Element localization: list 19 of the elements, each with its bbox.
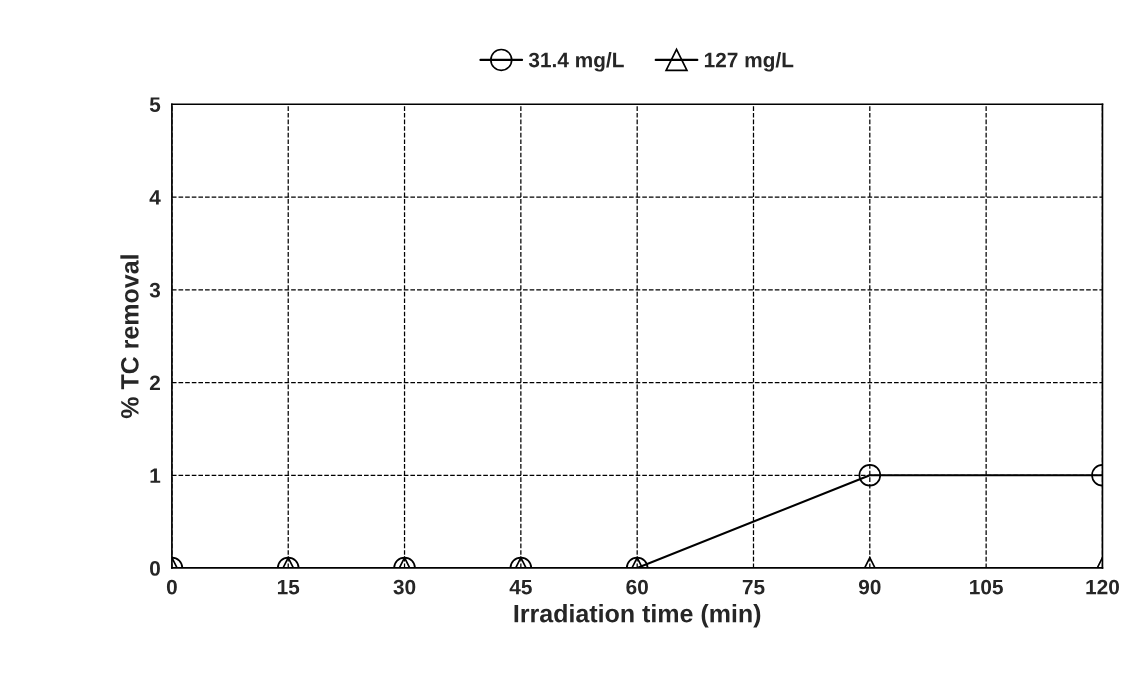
y-tick-label: 1 <box>150 468 161 483</box>
y-tick-label: 4 <box>149 190 161 205</box>
legend-label: 31.4 mg/L <box>528 52 624 72</box>
y-tick-label: 2 <box>149 375 160 391</box>
x-tick-label: 60 <box>626 579 648 595</box>
x-tick-label: 105 <box>970 579 1003 595</box>
x-tick-label: 75 <box>742 579 765 595</box>
x-axis-title: Irradiation time (min) <box>514 604 761 628</box>
x-tick-label: 90 <box>858 579 881 595</box>
x-tick-label: 0 <box>166 579 177 595</box>
y-tick-label: 3 <box>149 282 161 298</box>
y-tick-label: 0 <box>150 561 160 576</box>
y-tick-label: 5 <box>149 97 161 113</box>
y-axis-title: % TC removal <box>120 255 139 419</box>
x-tick-label: 15 <box>277 579 300 595</box>
x-tick-label: 120 <box>1086 579 1119 595</box>
x-tick-label: 30 <box>393 579 416 595</box>
legend-label: 127 mg/L <box>704 52 794 72</box>
x-tick-label: 45 <box>509 579 532 595</box>
